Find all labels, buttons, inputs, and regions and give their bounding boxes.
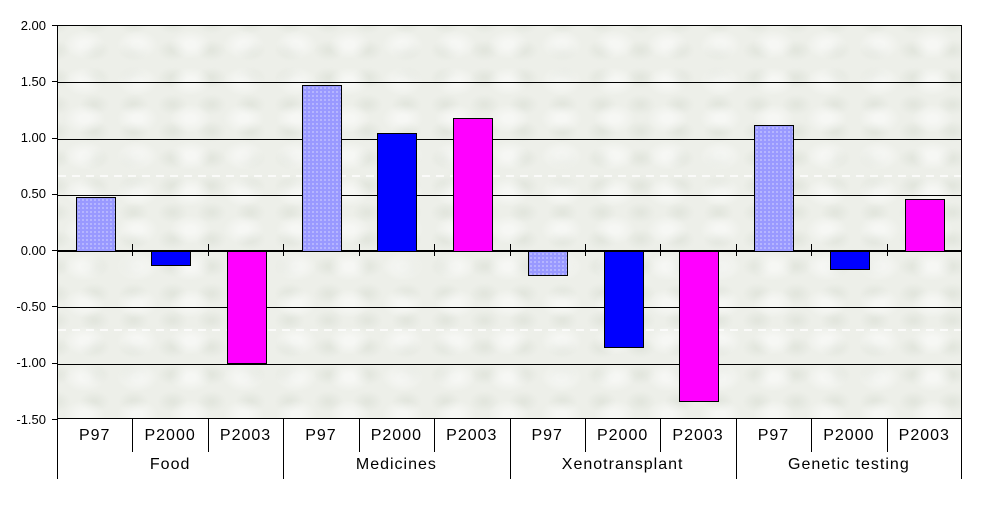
gridline bbox=[58, 82, 961, 84]
category-tick bbox=[132, 244, 134, 257]
y-axis-tick bbox=[52, 250, 57, 252]
y-axis-tick bbox=[52, 25, 57, 26]
y-axis-tick bbox=[52, 193, 57, 195]
category-separator bbox=[132, 419, 134, 452]
bar-food-p2000 bbox=[151, 251, 192, 266]
y-axis-label: -1.00 bbox=[16, 355, 46, 371]
sub-category-label: P2000 bbox=[144, 427, 196, 444]
sub-category-label: P2000 bbox=[596, 427, 649, 444]
group-separator bbox=[57, 419, 58, 479]
category-tick bbox=[509, 244, 511, 257]
sub-category-label: P2003 bbox=[446, 427, 498, 444]
category-tick bbox=[207, 244, 209, 257]
category-separator bbox=[584, 419, 586, 452]
bar-genetic-testing-p2000 bbox=[829, 251, 870, 271]
category-separator bbox=[660, 419, 662, 452]
sub-category-label: P2003 bbox=[898, 427, 950, 444]
sub-category-label: P97 bbox=[757, 427, 790, 444]
y-axis-label: 0.50 bbox=[20, 186, 46, 202]
y-axis-label: -0.50 bbox=[16, 298, 46, 314]
bar-xenotransplant-p2003 bbox=[679, 251, 720, 402]
sub-category-label: P2003 bbox=[672, 427, 724, 444]
sub-category-label: P2000 bbox=[823, 427, 875, 444]
category-separator bbox=[886, 419, 888, 452]
category-separator bbox=[207, 419, 209, 452]
y-axis-label: 2.00 bbox=[20, 17, 46, 33]
y-axis-label: -1.50 bbox=[16, 411, 46, 427]
category-tick bbox=[358, 244, 360, 257]
y-axis-label: 1.00 bbox=[20, 130, 46, 146]
category-tick bbox=[434, 244, 436, 257]
texture-line bbox=[58, 175, 961, 177]
group-separator bbox=[509, 419, 511, 479]
group-label: Medicines bbox=[355, 456, 437, 473]
bar-food-p2003 bbox=[226, 251, 267, 364]
y-axis-tick bbox=[52, 137, 57, 139]
bar-xenotransplant-p2000 bbox=[603, 251, 644, 348]
group-separator bbox=[735, 419, 737, 479]
bar-xenotransplant-p97 bbox=[528, 251, 569, 276]
bar-medicines-p2000 bbox=[377, 132, 418, 253]
category-tick bbox=[660, 244, 662, 257]
category-separator bbox=[358, 419, 360, 452]
group-separator bbox=[283, 419, 285, 479]
y-axis-tick bbox=[52, 419, 57, 420]
bar-genetic-testing-p2003 bbox=[905, 199, 946, 253]
category-tick bbox=[584, 244, 586, 257]
bar-medicines-p2003 bbox=[452, 118, 493, 253]
gridline bbox=[58, 307, 961, 309]
group-label: Genetic testing bbox=[788, 456, 910, 473]
sub-category-label: P2003 bbox=[219, 427, 272, 444]
sub-category-label: P97 bbox=[305, 427, 337, 444]
y-axis-label: 1.50 bbox=[20, 73, 46, 89]
bar-food-p97 bbox=[75, 197, 116, 253]
gridline bbox=[58, 194, 961, 196]
group-label: Xenotransplant bbox=[561, 456, 684, 473]
sub-category-label: P2000 bbox=[370, 427, 422, 444]
y-axis-tick bbox=[52, 362, 57, 364]
y-axis-tick bbox=[52, 306, 57, 308]
texture-line bbox=[58, 329, 961, 331]
group-label: Food bbox=[149, 456, 191, 473]
sub-category-label: P97 bbox=[78, 427, 111, 444]
sub-category-label: P97 bbox=[531, 427, 563, 444]
plot-area bbox=[57, 25, 962, 419]
y-axis-tick bbox=[52, 81, 57, 83]
category-tick bbox=[283, 244, 285, 257]
category-separator bbox=[434, 419, 436, 452]
bar-medicines-p97 bbox=[301, 84, 342, 253]
group-separator bbox=[961, 419, 962, 479]
bar-genetic-testing-p97 bbox=[754, 125, 795, 253]
category-tick bbox=[886, 244, 888, 257]
category-separator bbox=[811, 419, 813, 452]
category-tick bbox=[811, 244, 813, 257]
category-tick bbox=[735, 244, 737, 257]
y-axis-label: 0.00 bbox=[20, 242, 46, 258]
gridline bbox=[58, 138, 961, 140]
gridline bbox=[58, 363, 961, 365]
